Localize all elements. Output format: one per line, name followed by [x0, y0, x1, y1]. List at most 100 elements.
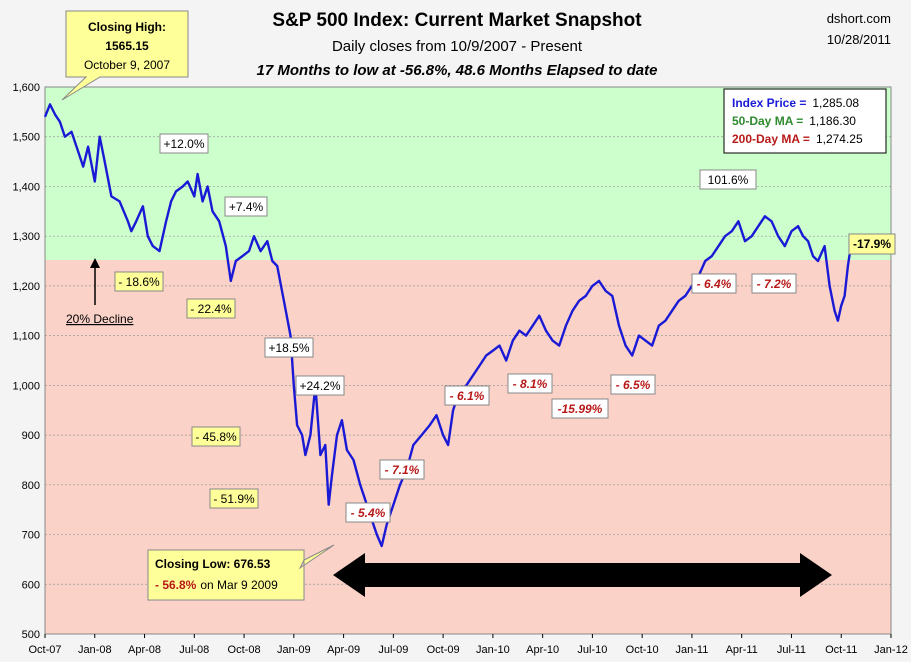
legend-200ma-value: 1,274.25: [816, 132, 863, 146]
y-tick-label: 500: [22, 629, 40, 641]
callout-text: - 18.6%: [118, 275, 160, 289]
callout-text: - 6.5%: [616, 378, 651, 392]
legend-50ma-label: 50-Day MA =: [732, 114, 803, 128]
last-change-label: -17.9%: [853, 237, 891, 251]
closing-high-date: October 9, 2007: [84, 58, 170, 72]
callout-label: +24.2%: [295, 375, 345, 396]
callout-text: +24.2%: [299, 379, 340, 393]
y-tick-label: 1,100: [12, 331, 40, 343]
callout-text: - 6.1%: [450, 389, 485, 403]
x-tick-label: Oct-07: [28, 644, 61, 656]
x-tick-label: Apr-08: [128, 644, 161, 656]
callout-label: - 5.4%: [345, 502, 391, 523]
callout-label: - 18.6%: [114, 271, 164, 292]
x-tick-label: Jul-09: [378, 644, 408, 656]
x-tick-label: Jul-10: [577, 644, 607, 656]
callout-text: - 45.8%: [195, 430, 237, 444]
callout-label: +12.0%: [159, 133, 209, 154]
callout-text: - 6.4%: [697, 277, 732, 291]
closing-high-value: 1565.15: [105, 39, 149, 53]
x-tick-label: Apr-10: [526, 644, 559, 656]
legend-200ma-label: 200-Day MA =: [732, 132, 810, 146]
svg-text:200-Day MA =1,274.25: 200-Day MA = 1,274.25: [732, 132, 863, 146]
decline-label: 20% Decline: [66, 312, 134, 326]
callout-text: +7.4%: [229, 200, 264, 214]
last-change-callout: -17.9%: [848, 233, 896, 255]
x-tick-label: Oct-10: [626, 644, 659, 656]
y-tick-label: 1,200: [12, 281, 40, 293]
source-label: dshort.com: [827, 11, 891, 26]
x-tick-label: Jul-11: [777, 644, 806, 656]
x-tick-label: Jan-10: [476, 644, 510, 656]
x-tick-label: Jan-09: [277, 644, 311, 656]
callout-label: - 51.9%: [209, 488, 259, 509]
callout-label: -15.99%: [551, 398, 609, 419]
x-tick-label: Jan-11: [676, 644, 709, 656]
callout-label: 101.6%: [699, 169, 757, 190]
y-tick-label: 1,300: [12, 231, 40, 243]
callout-label: - 6.1%: [444, 385, 490, 406]
x-axis: Oct-07 Jan-08 Apr-08 Jul-08 Oct-08 Jan-09 Apr-…: [28, 634, 908, 656]
callout-label: - 8.1%: [507, 373, 553, 394]
closing-high-title: Closing High:: [88, 20, 166, 34]
legend-price-value: 1,285.08: [812, 96, 859, 110]
y-tick-label: 1,500: [12, 132, 40, 144]
elapsed-arrow: 31.6 Months: [333, 553, 832, 597]
legend-50ma-value: 1,186.30: [809, 114, 856, 128]
chart-title: S&P 500 Index: Current Market Snapshot: [272, 10, 642, 31]
decline-arrow: 20% Decline: [66, 258, 134, 326]
callout-label: +7.4%: [224, 196, 268, 217]
svg-text:- 56.8%on Mar 9 2009: - 56.8% on Mar 9 2009: [155, 578, 278, 592]
x-tick-label: Oct-09: [427, 644, 460, 656]
callout-text: - 7.1%: [385, 463, 420, 477]
callout-text: - 51.9%: [213, 492, 255, 506]
date-label: 10/28/2011: [827, 32, 891, 47]
y-axis: 500 600 700 800 900 1,000 1,100 1,200 1,300 1,400…: [12, 82, 40, 641]
y-tick-label: 700: [22, 530, 40, 542]
closing-low-date: on Mar 9 2009: [200, 578, 278, 592]
elapsed-label: 31.6 Months: [548, 568, 618, 582]
x-tick-label: Apr-11: [726, 644, 758, 656]
y-tick-label: 1,000: [12, 380, 40, 392]
closing-low-pct: - 56.8%: [155, 578, 197, 592]
closing-low-title: Closing Low: 676.53: [155, 557, 271, 571]
x-tick-label: Jul-08: [179, 644, 209, 656]
y-tick-label: 900: [22, 430, 40, 442]
callout-text: 101.6%: [708, 173, 749, 187]
y-tick-label: 800: [22, 480, 40, 492]
callout-text: -15.99%: [558, 402, 603, 416]
callout-label: +18.5%: [264, 337, 314, 358]
callout-text: - 22.4%: [190, 302, 232, 316]
chart-subtitle: Daily closes from 10/9/2007 - Present: [332, 38, 583, 55]
callout-label: - 7.1%: [379, 459, 425, 480]
plot-frame: [44, 86, 892, 635]
y-tick-label: 1,600: [12, 82, 40, 94]
callout-label: - 7.2%: [751, 273, 797, 294]
y-tick-label: 1,400: [12, 181, 40, 193]
callout-text: - 5.4%: [351, 506, 386, 520]
x-tick-label: Oct-08: [228, 644, 261, 656]
callout-text: - 7.2%: [757, 277, 792, 291]
x-tick-label: Jan-08: [78, 644, 112, 656]
series-line: [43, 103, 853, 548]
callout-label: - 6.5%: [610, 374, 656, 395]
legend: Index Price = 1,285.08 50-Day MA = 1,186.3…: [723, 88, 887, 154]
closing-low-callout: Closing Low: 676.53 - 56.8% on Mar 9 2009: [147, 544, 335, 601]
callout-label: - 6.4%: [691, 273, 737, 294]
legend-price-label: Index Price =: [732, 96, 806, 110]
callout-text: - 8.1%: [513, 377, 548, 391]
closing-high-callout: Closing High: 1565.15 October 9, 2007: [61, 10, 189, 101]
x-tick-label: Apr-09: [327, 644, 360, 656]
x-tick-label: Jan-12: [874, 644, 908, 656]
callout-text: +18.5%: [268, 341, 309, 355]
y-tick-label: 600: [22, 579, 40, 591]
svg-text:Index Price =1,285.08: Index Price = 1,285.08: [732, 96, 859, 110]
callout-label: - 45.8%: [191, 426, 241, 447]
callout-text: +12.0%: [163, 137, 204, 151]
callout-label: - 22.4%: [186, 298, 236, 319]
svg-text:50-Day MA =1,186.30: 50-Day MA = 1,186.30: [732, 114, 856, 128]
chart-subtitle-2: 17 Months to low at -56.8%, 48.6 Months …: [257, 62, 658, 79]
x-tick-label: Oct-11: [825, 644, 857, 656]
